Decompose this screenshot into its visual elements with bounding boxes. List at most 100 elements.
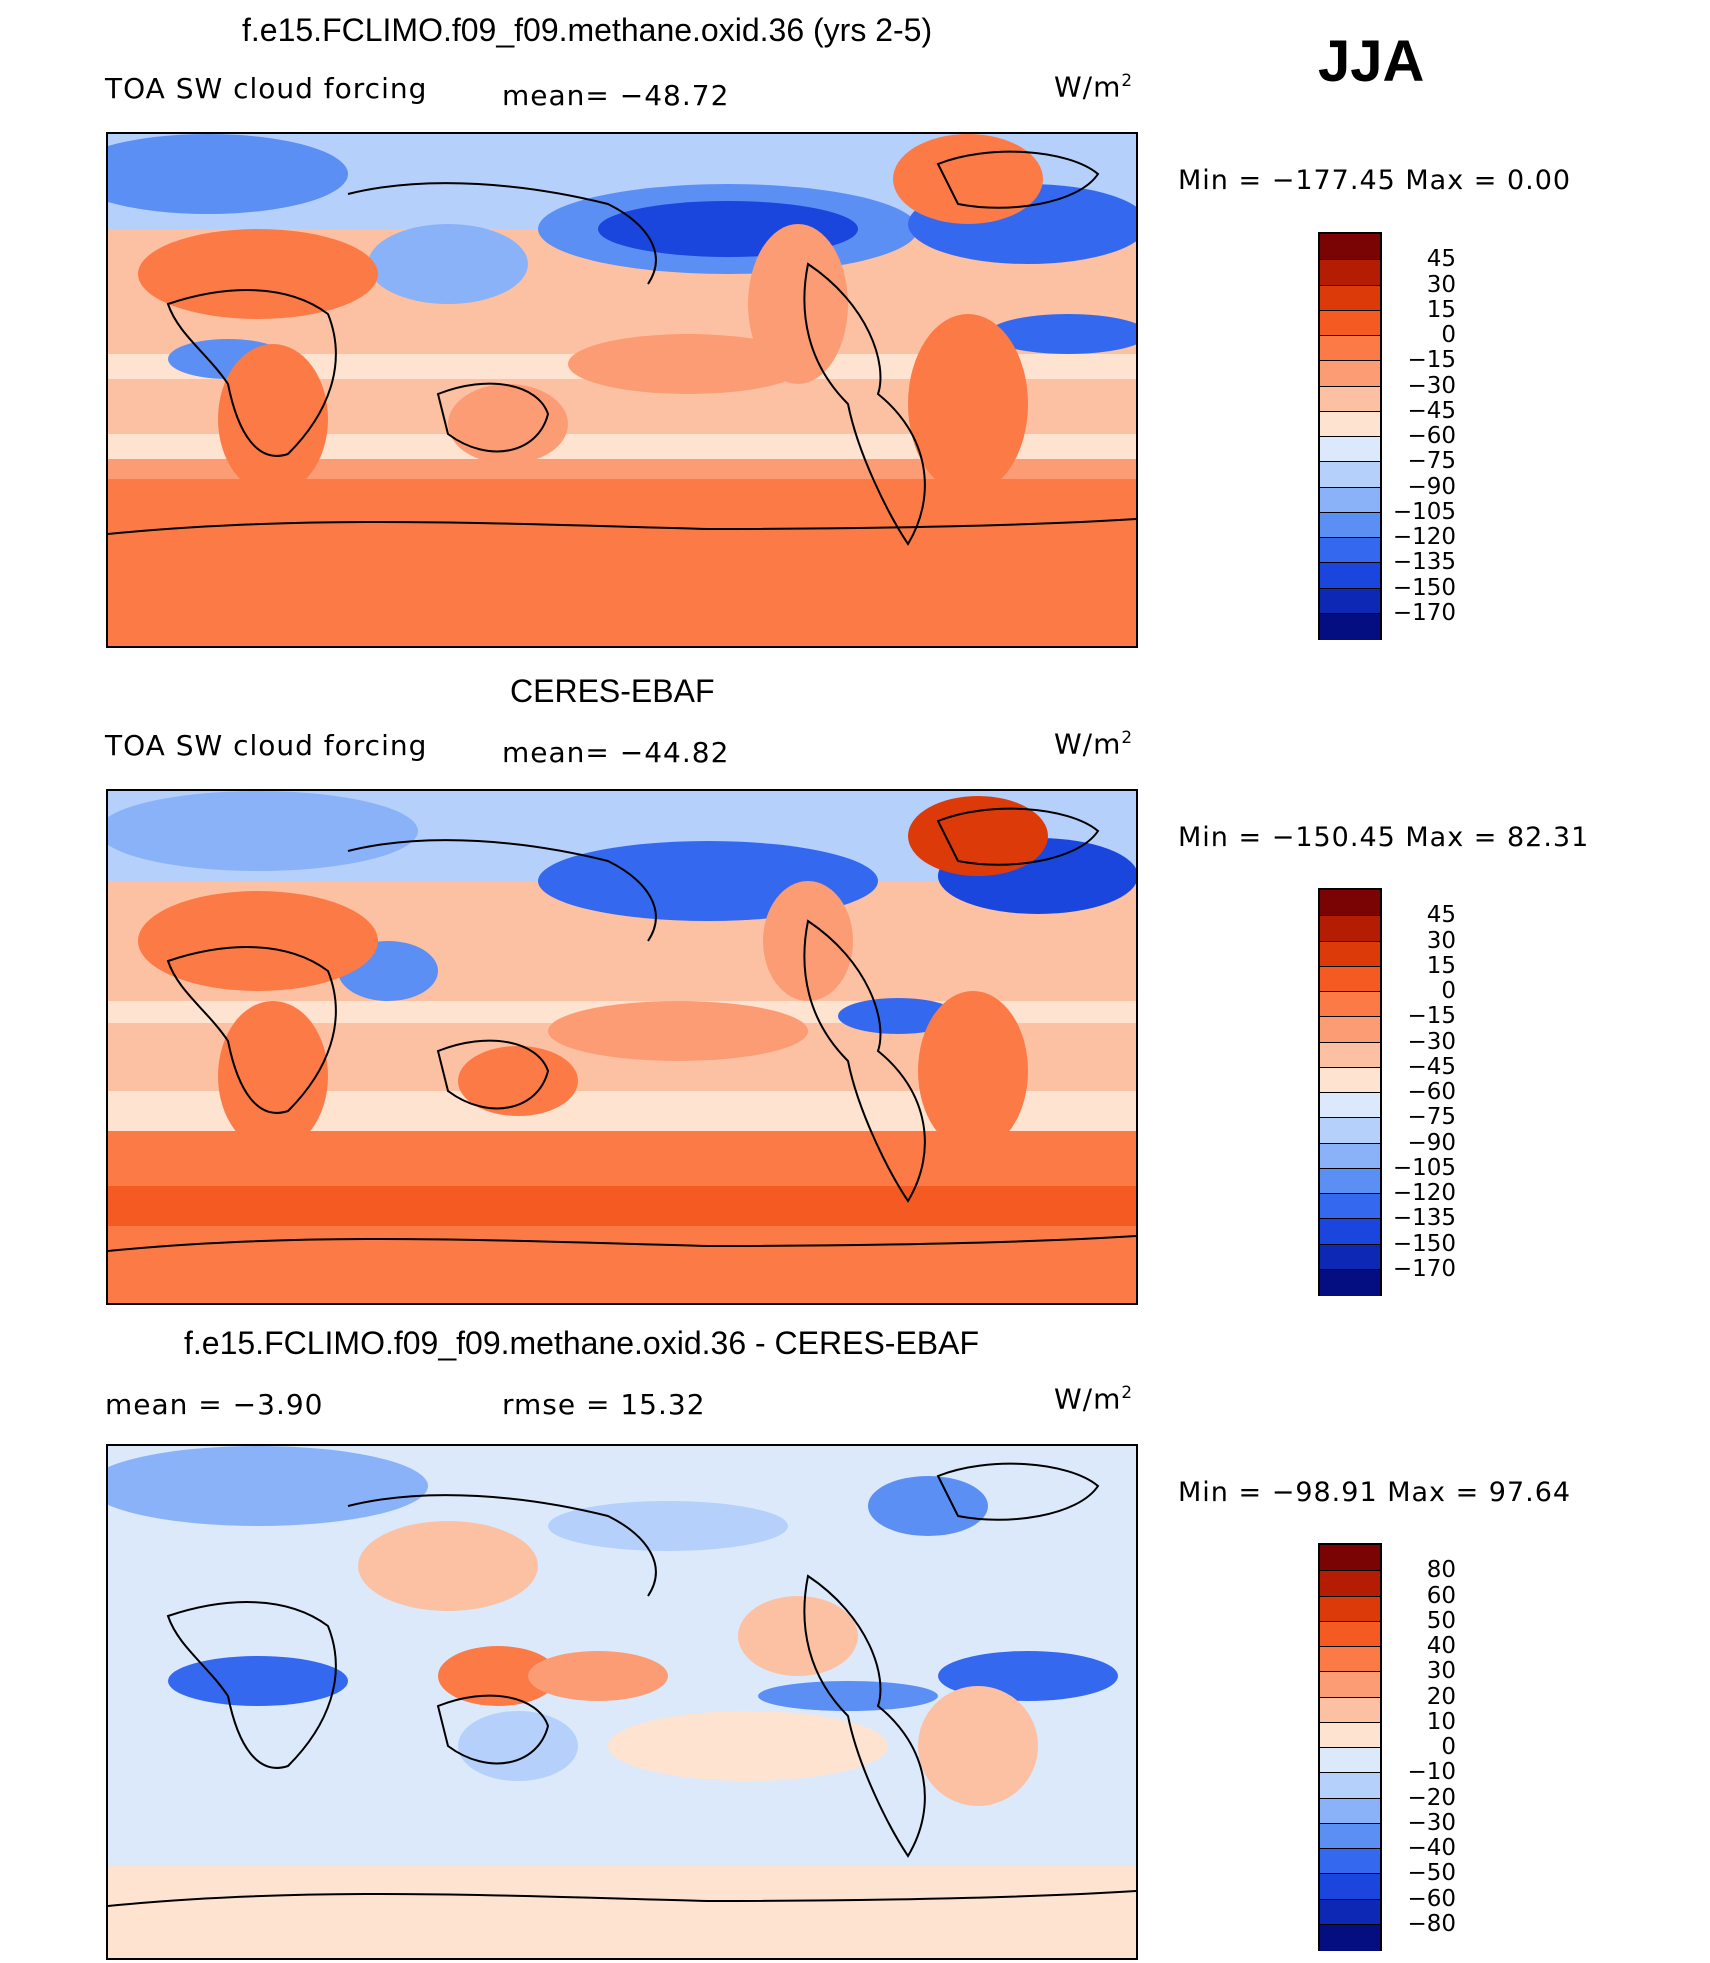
colorbar-segment — [1320, 335, 1380, 362]
panel1-map-field — [108, 134, 1136, 646]
colorbar-segment — [1320, 511, 1380, 539]
colorbar-tick-label: 30 — [1426, 1658, 1456, 1685]
colorbar-tick-label: −40 — [1407, 1835, 1456, 1861]
colorbar-tick-label: −170 — [1392, 1255, 1456, 1282]
colorbar-tick-label: −120 — [1392, 1180, 1456, 1206]
colorbar-tick-label: −30 — [1407, 372, 1456, 399]
panel2-minmax: Min = −150.45 Max = 82.31 — [1178, 822, 1590, 853]
colorbar-tick-label: 45 — [1426, 246, 1456, 273]
colorbar-tick-label: 10 — [1426, 1708, 1456, 1735]
colorbar-segment — [1320, 1797, 1380, 1825]
colorbar-tick-label: −30 — [1407, 1809, 1456, 1836]
colorbar-segment — [1320, 1142, 1380, 1170]
colorbar-segment — [1320, 1721, 1380, 1749]
colorbar-segment — [1320, 965, 1380, 993]
panel3-title: f.e15.FCLIMO.f09_f09.methane.oxid.36 - C… — [184, 1325, 980, 1361]
colorbar-segment — [1320, 360, 1380, 387]
colorbar-tick-label: 15 — [1426, 296, 1456, 323]
colorbar-tick-label: −170 — [1392, 599, 1456, 626]
colorbar-segment — [1320, 1620, 1380, 1648]
panel1-title: f.e15.FCLIMO.f09_f09.methane.oxid.36 (yr… — [242, 12, 933, 48]
panel3-colorbar — [1318, 1543, 1382, 1951]
colorbar-tick-label: −45 — [1407, 397, 1456, 424]
colorbar-tick-label: −105 — [1392, 498, 1456, 525]
colorbar-tick-label: −135 — [1392, 1205, 1456, 1232]
colorbar-segment — [1320, 1545, 1380, 1571]
colorbar-segment — [1320, 1822, 1380, 1850]
panel2-map — [106, 789, 1138, 1305]
panel3-map-field — [108, 1446, 1136, 1958]
colorbar-segment — [1320, 1671, 1380, 1698]
colorbar-tick-label: −20 — [1407, 1784, 1456, 1811]
colorbar-tick-label: −30 — [1407, 1028, 1456, 1055]
colorbar-segment — [1320, 1243, 1380, 1271]
colorbar-tick-label: 50 — [1426, 1607, 1456, 1634]
colorbar-tick-label: 30 — [1426, 927, 1456, 954]
colorbar-segment — [1320, 1747, 1380, 1774]
colorbar-tick-label: 15 — [1426, 952, 1456, 979]
colorbar-segment — [1320, 1041, 1380, 1069]
colorbar-tick-label: −80 — [1407, 1910, 1456, 1937]
panel2-field-label: TOA SW cloud forcing — [105, 729, 428, 762]
colorbar-segment — [1320, 461, 1380, 488]
colorbar-tick-label: −105 — [1392, 1154, 1456, 1181]
colorbar-segment — [1320, 259, 1380, 286]
colorbar-tick-label: 0 — [1441, 978, 1456, 1004]
colorbar-tick-label: −45 — [1407, 1053, 1456, 1080]
panel3-mean-label: mean = −3.90 — [105, 1388, 324, 1421]
colorbar-tick-label: −135 — [1392, 549, 1456, 576]
panel2-mean-label: mean= −44.82 — [502, 736, 730, 769]
colorbar-segment — [1320, 1696, 1380, 1724]
colorbar-segment — [1320, 1193, 1380, 1220]
colorbar-segment — [1320, 1092, 1380, 1119]
colorbar-segment — [1320, 612, 1380, 640]
panel1-map — [106, 132, 1138, 648]
colorbar-segment — [1320, 587, 1380, 615]
colorbar-segment — [1320, 1167, 1380, 1195]
colorbar-tick-label: −50 — [1407, 1860, 1456, 1887]
colorbar-tick-label: −150 — [1392, 1230, 1456, 1257]
colorbar-segment — [1320, 890, 1380, 916]
colorbar-segment — [1320, 1268, 1380, 1296]
panel2-units: W/m2 — [1054, 727, 1134, 761]
colorbar-segment — [1320, 1873, 1380, 1900]
colorbar-segment — [1320, 1066, 1380, 1094]
colorbar-tick-label: 30 — [1426, 271, 1456, 298]
colorbar-tick-label: −60 — [1407, 423, 1456, 449]
colorbar-segment — [1320, 940, 1380, 968]
colorbar-segment — [1320, 1570, 1380, 1597]
panel2-map-field — [108, 791, 1136, 1303]
colorbar-tick-label: 20 — [1426, 1683, 1456, 1710]
colorbar-segment — [1320, 1117, 1380, 1144]
panel3-rmse-label: rmse = 15.32 — [502, 1388, 706, 1421]
panel3-units: W/m2 — [1054, 1382, 1134, 1416]
colorbar-segment — [1320, 284, 1380, 312]
colorbar-tick-label: −60 — [1407, 1885, 1456, 1912]
colorbar-segment — [1320, 1848, 1380, 1875]
colorbar-segment — [1320, 991, 1380, 1018]
colorbar-segment — [1320, 1016, 1380, 1043]
colorbar-segment — [1320, 915, 1380, 942]
colorbar-segment — [1320, 562, 1380, 589]
colorbar-tick-label: 60 — [1426, 1582, 1456, 1609]
colorbar-tick-label: −120 — [1392, 524, 1456, 550]
colorbar-segment — [1320, 436, 1380, 463]
colorbar-tick-label: 45 — [1426, 902, 1456, 929]
colorbar-segment — [1320, 1923, 1380, 1951]
colorbar-tick-label: −75 — [1407, 448, 1456, 475]
colorbar-tick-label: −90 — [1407, 1129, 1456, 1156]
panel1-field-label: TOA SW cloud forcing — [105, 72, 428, 105]
colorbar-tick-label: −75 — [1407, 1104, 1456, 1131]
colorbar-segment — [1320, 234, 1380, 260]
colorbar-tick-label: −10 — [1407, 1759, 1456, 1786]
colorbar-tick-label: −60 — [1407, 1079, 1456, 1105]
colorbar-segment — [1320, 1218, 1380, 1245]
colorbar-segment — [1320, 1646, 1380, 1673]
colorbar-tick-label: −90 — [1407, 473, 1456, 500]
colorbar-segment — [1320, 1595, 1380, 1623]
colorbar-segment — [1320, 410, 1380, 438]
colorbar-segment — [1320, 309, 1380, 337]
colorbar-tick-label: −15 — [1407, 1003, 1456, 1030]
colorbar-tick-label: −15 — [1407, 347, 1456, 374]
colorbar-segment — [1320, 385, 1380, 413]
